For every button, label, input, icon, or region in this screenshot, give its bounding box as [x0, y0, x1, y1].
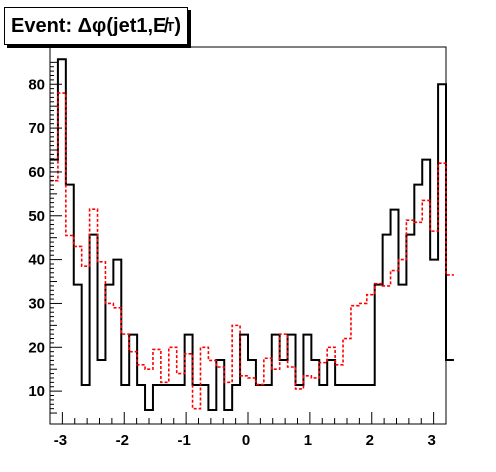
- x-tick-label: 2: [366, 432, 374, 449]
- chart-title-main: Event: Δφ(jet1,: [11, 14, 154, 37]
- x-tick-label: 3: [427, 432, 435, 449]
- y-tick-label: 40: [28, 252, 45, 269]
- x-tick-label: 0: [242, 432, 250, 449]
- y-axis: 10 20 30 40 50 60 70 80: [28, 61, 62, 414]
- series-dashed: [50, 92, 454, 410]
- series-solid: [50, 58, 454, 411]
- chart-title-close: ): [174, 14, 182, 37]
- y-tick-label: 50: [28, 208, 45, 225]
- y-tick-label: 30: [28, 295, 45, 312]
- series-line-dashed: [50, 92, 454, 410]
- x-tick-label: -3: [54, 432, 67, 449]
- x-axis: -3 -2 -1 0 1 2 3: [49, 412, 447, 449]
- x-tick-label: 1: [304, 432, 312, 449]
- series-layer: [50, 58, 454, 411]
- chart-title-met-symbol: E̸: [153, 14, 167, 37]
- x-tick-label: -2: [116, 432, 129, 449]
- y-tick-label: 20: [28, 339, 45, 356]
- x-tick-label: -1: [177, 432, 190, 449]
- chart-title-box: Event: Δφ(jet1, E̸ T): [4, 7, 189, 45]
- series-line-solid: [50, 58, 454, 411]
- y-tick-label: 80: [28, 76, 45, 93]
- chart-title-subscript: T: [166, 18, 175, 34]
- y-tick-label: 70: [28, 120, 45, 137]
- y-tick-label: 60: [28, 164, 45, 181]
- y-tick-label: 10: [28, 383, 45, 400]
